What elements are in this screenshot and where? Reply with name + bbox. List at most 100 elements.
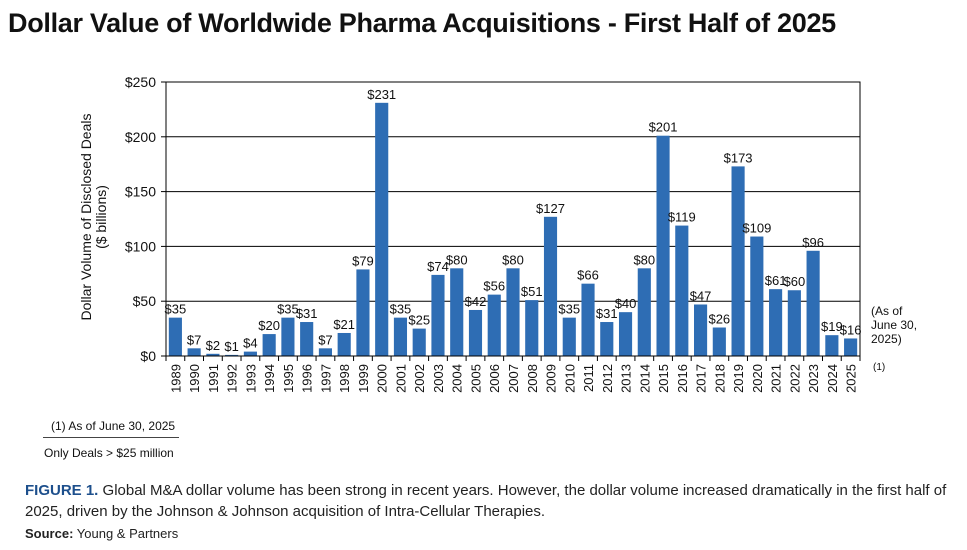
data-labels: $35$7 $2 $1 $4$20$35$31$7$21$79$231$35$25$7… (165, 87, 862, 354)
data-label: $35 (390, 302, 412, 317)
x-tick-label: 2004 (450, 364, 465, 393)
footnote-reference: (1) (873, 362, 886, 373)
bar (656, 135, 670, 356)
x-tick-label: 1990 (187, 364, 202, 393)
y-tick-label: $150 (125, 184, 156, 200)
x-tick-label: 2025 (844, 364, 859, 393)
bar (618, 312, 633, 356)
x-tick-label: 2021 (769, 364, 784, 393)
y-tick-label: $100 (125, 238, 156, 254)
bar (431, 274, 445, 356)
data-label: $173 (724, 150, 753, 165)
x-tick-label: 2022 (787, 364, 802, 393)
figure-caption-text: Global M&A dollar volume has been strong… (25, 482, 947, 520)
x-tick-label: 1991 (206, 364, 221, 393)
data-label: $60 (783, 274, 805, 289)
bar (731, 166, 745, 356)
x-tick-label: 1996 (300, 364, 315, 393)
x-tick-label: 1997 (318, 364, 333, 393)
source-label: Source: (25, 526, 74, 541)
data-label: $66 (577, 268, 599, 283)
bar (168, 317, 182, 356)
data-label: $79 (352, 253, 374, 268)
bar (375, 102, 389, 356)
bar (356, 269, 370, 356)
x-tick-label: 2017 (694, 364, 709, 393)
footnote-as-of: (1) As of June 30, 2025 (51, 419, 176, 433)
data-label: $25 (408, 313, 430, 328)
data-label: $96 (802, 235, 824, 250)
bar (562, 317, 576, 356)
bar (525, 300, 539, 356)
bar (225, 354, 239, 356)
bar (393, 317, 408, 356)
data-label: $35 (277, 302, 299, 317)
bar (243, 351, 257, 356)
bar (694, 304, 708, 356)
bar (506, 268, 520, 356)
bar (637, 268, 651, 356)
data-label: $42 (465, 294, 487, 309)
data-label: $80 (633, 252, 655, 267)
y-axis-label: Dollar Volume of Disclosed Deals (78, 114, 94, 321)
as-of-note-line3: 2025) (871, 332, 902, 346)
as-of-note-line2: June 30, (871, 318, 918, 332)
bar (487, 294, 501, 356)
data-label: $21 (333, 317, 355, 332)
data-label: $47 (690, 288, 712, 303)
data-label: $74 (427, 259, 449, 274)
bar (468, 309, 483, 356)
bar (675, 225, 689, 356)
data-label: $31 (596, 306, 618, 321)
bar (712, 327, 726, 356)
bar (318, 348, 332, 356)
y-tick-label: $0 (140, 348, 156, 364)
x-tick-label: 2006 (487, 364, 502, 393)
as-of-note: (As of June 30, 2025) (871, 304, 917, 346)
bar (769, 289, 783, 356)
chart-title: Dollar Value of Worldwide Pharma Acquisi… (8, 8, 836, 38)
footnote-deal-size: Only Deals > $25 million (44, 446, 174, 460)
x-tick-label: 2003 (431, 364, 446, 393)
y-tick-label: $50 (133, 293, 157, 309)
bar (300, 322, 314, 356)
x-tick-label: 1993 (243, 364, 258, 393)
as-of-note-line1: (As of (871, 304, 903, 318)
data-label: $201 (649, 120, 678, 135)
data-label: $7 (187, 332, 201, 347)
x-tick-label: 2016 (675, 364, 690, 393)
data-label: $80 (446, 252, 468, 267)
data-label: $16 (840, 322, 862, 337)
x-tick-label: 2011 (581, 364, 596, 392)
data-label: $80 (502, 252, 524, 267)
data-label: $35 (165, 302, 187, 317)
x-tick-label: 2014 (637, 364, 652, 393)
x-tick-label: 1999 (356, 364, 371, 393)
x-tick-label: 2008 (525, 364, 540, 393)
y-tick-label: $200 (125, 129, 156, 145)
bar (581, 283, 595, 356)
bar (187, 348, 201, 356)
data-label: $31 (296, 306, 318, 321)
y-axis-unit-label: ($ billions) (93, 185, 109, 249)
y-tick-label: $250 (125, 74, 156, 90)
bar (787, 290, 801, 356)
data-label: $56 (483, 279, 505, 294)
x-axis-ticks: 1989 1990 1991 1992 1993 1994 1995 1996 1997 1998… (165, 356, 861, 393)
data-label: $40 (615, 296, 637, 311)
x-tick-label: 2019 (731, 364, 746, 393)
x-tick-label: 2023 (806, 364, 821, 393)
x-tick-label: 2015 (656, 364, 671, 393)
bar (450, 268, 464, 356)
source-text: Young & Partners (76, 526, 179, 541)
x-tick-label: 2013 (619, 364, 634, 393)
figure-caption: FIGURE 1. Global M&A dollar volume has b… (25, 480, 955, 522)
bar (262, 334, 276, 356)
plot-frame (165, 81, 861, 357)
data-label: $61 (765, 273, 787, 288)
data-label: $2 (206, 338, 220, 353)
x-tick-label: 2001 (393, 364, 408, 393)
data-label: $51 (521, 284, 543, 299)
data-label: $119 (668, 210, 696, 225)
